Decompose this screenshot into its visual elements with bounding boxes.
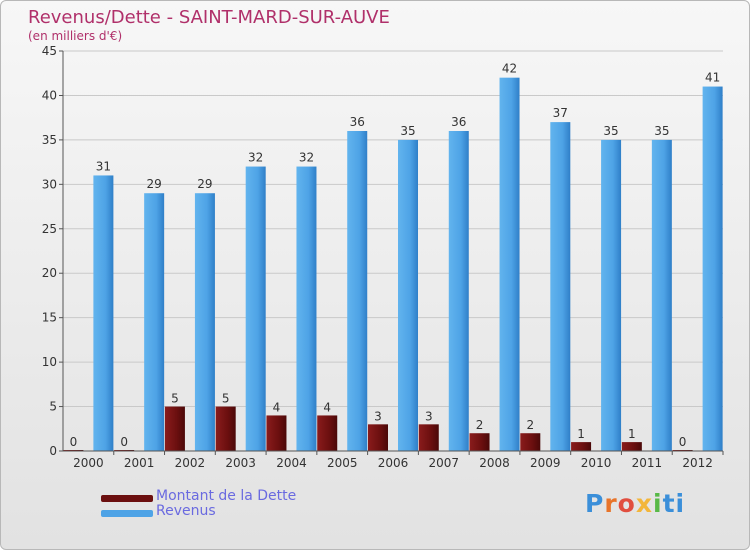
chart-title: Revenus/Dette - SAINT-MARD-SUR-AUVE <box>28 7 390 28</box>
data-label-revenus-2008: 42 <box>502 62 517 76</box>
bar-revenus-2008 <box>499 77 520 452</box>
x-tick-label-2002: 2002 <box>175 456 206 470</box>
bar-revenus-2000 <box>93 175 114 451</box>
y-tick-label: 20 <box>42 266 57 280</box>
data-label-dette-2005: 4 <box>323 400 331 414</box>
x-tick-label-2004: 2004 <box>276 456 307 470</box>
data-label-revenus-2002: 29 <box>197 177 212 191</box>
data-label-dette-2009: 2 <box>526 418 534 432</box>
logo-letter: i <box>653 489 663 518</box>
data-label-dette-2010: 1 <box>577 427 585 441</box>
bar-revenus-2007 <box>448 131 469 451</box>
data-label-revenus-2001: 29 <box>147 177 162 191</box>
bar-dette-2007 <box>418 424 439 451</box>
y-tick-label: 35 <box>42 133 57 147</box>
legend-swatch-dette <box>101 495 153 502</box>
data-label-dette-2006: 3 <box>374 409 382 423</box>
x-tick-label-2003: 2003 <box>225 456 256 470</box>
legend-label-revenus: Revenus <box>156 503 216 519</box>
bar-dette-2010 <box>571 442 592 451</box>
data-label-revenus-2003: 32 <box>248 151 263 165</box>
bar-revenus-2005 <box>347 131 368 451</box>
logo-letter: P <box>585 489 605 518</box>
proxiti-logo: Proxiti <box>585 489 685 518</box>
bar-revenus-2010 <box>601 139 622 451</box>
bar-revenus-2003 <box>245 166 266 452</box>
data-label-dette-2007: 3 <box>425 409 433 423</box>
bar-revenus-2012 <box>702 86 723 452</box>
y-tick-label: 15 <box>42 311 57 325</box>
y-tick-label: 30 <box>42 177 57 191</box>
x-tick-label-2009: 2009 <box>530 456 561 470</box>
bar-dette-2002 <box>164 406 185 451</box>
data-label-dette-2008: 2 <box>476 418 484 432</box>
bar-dette-2006 <box>368 424 388 451</box>
bar-revenus-2011 <box>651 139 672 451</box>
y-tick-label: 5 <box>49 400 57 414</box>
data-label-revenus-2009: 37 <box>553 106 568 120</box>
bar-revenus-2009 <box>550 122 571 451</box>
logo-letter: i <box>675 489 686 518</box>
y-tick-label: 45 <box>42 44 57 58</box>
data-label-dette-2002: 5 <box>171 392 179 406</box>
x-tick-label-2012: 2012 <box>682 456 713 470</box>
y-tick-label: 10 <box>42 355 57 369</box>
x-tick-label-2007: 2007 <box>428 456 459 470</box>
y-tick-label: 0 <box>49 444 57 458</box>
logo-letter: t <box>662 489 676 518</box>
legend-label-dette: Montant de la Dette <box>156 488 297 504</box>
data-label-dette-2012: 0 <box>679 435 687 449</box>
bar-revenus-2002 <box>194 193 215 451</box>
bar-dette-2008 <box>469 433 490 451</box>
data-label-revenus-2000: 31 <box>96 159 111 173</box>
data-label-dette-2003: 5 <box>222 392 230 406</box>
data-label-revenus-2004: 32 <box>299 151 314 165</box>
y-tick-label: 40 <box>42 88 57 102</box>
bar-revenus-2004 <box>296 166 317 452</box>
data-label-revenus-2005: 36 <box>350 115 365 129</box>
data-label-dette-2004: 4 <box>273 400 281 414</box>
bar-revenus-2001 <box>144 193 165 451</box>
data-label-revenus-2010: 35 <box>603 124 618 138</box>
x-tick-label-2000: 2000 <box>73 456 104 470</box>
data-label-revenus-2012: 41 <box>705 71 720 85</box>
bar-dette-2004 <box>266 415 287 451</box>
x-tick-label-2008: 2008 <box>479 456 510 470</box>
data-label-revenus-2007: 36 <box>451 115 466 129</box>
bar-dette-2003 <box>215 406 236 451</box>
data-label-revenus-2011: 35 <box>654 124 669 138</box>
logo-letter: r <box>604 489 618 518</box>
data-label-dette-2000: 0 <box>70 435 78 449</box>
bar-dette-2009 <box>520 433 541 451</box>
y-tick-label: 25 <box>42 222 57 236</box>
data-label-revenus-2006: 35 <box>400 124 415 138</box>
x-tick-label-2006: 2006 <box>378 456 409 470</box>
logo-letter: o <box>617 489 636 518</box>
data-label-dette-2011: 1 <box>628 427 636 441</box>
x-tick-label-2011: 2011 <box>632 456 663 470</box>
bar-revenus-2006 <box>398 139 418 451</box>
x-tick-label-2005: 2005 <box>327 456 358 470</box>
chart-subtitle: (en milliers d'€) <box>28 29 123 43</box>
bar-dette-2005 <box>317 415 338 451</box>
legend-swatch-revenus <box>101 510 153 517</box>
x-tick-label-2001: 2001 <box>124 456 155 470</box>
logo-letter: x <box>635 489 653 518</box>
x-tick-label-2010: 2010 <box>581 456 612 470</box>
data-label-dette-2001: 0 <box>120 435 128 449</box>
bar-dette-2011 <box>621 442 642 451</box>
